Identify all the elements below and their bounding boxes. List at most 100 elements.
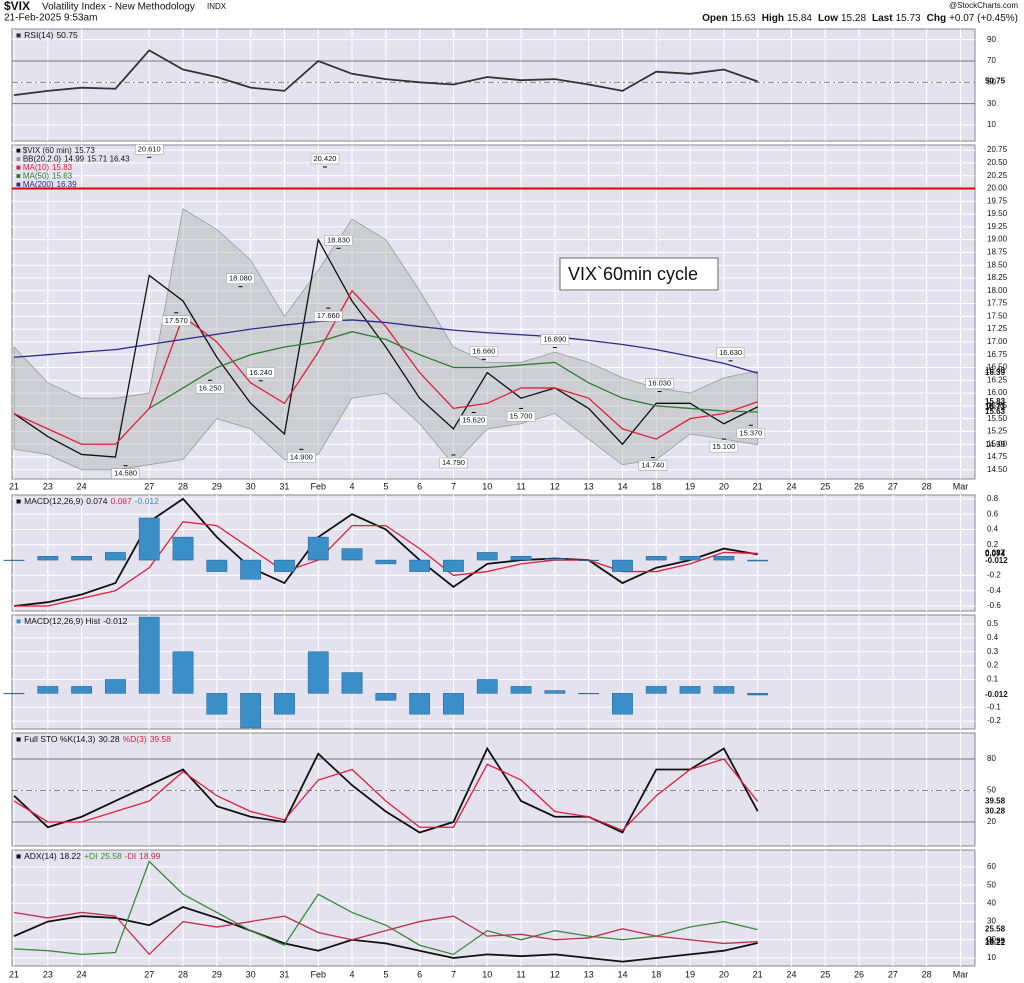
annotation-label: 16.630: [719, 348, 742, 357]
quote-label: High: [762, 13, 784, 24]
y-tick-label: 90: [987, 35, 996, 44]
histogram-bar: [747, 693, 769, 696]
last-value-tag: 39.58: [985, 797, 1006, 806]
annotation-bg: [226, 273, 255, 284]
legend-entry: ■ MA(200) 16.39: [16, 180, 77, 189]
annotation-bg: [287, 452, 316, 463]
legend-value: 25.58: [100, 851, 122, 861]
series-line: [13, 911, 758, 956]
legend-value: 30.28: [98, 734, 120, 744]
y-tick-label: 19.75: [987, 196, 1008, 205]
annotation-label: 16.890: [543, 335, 566, 344]
annotation-label: 20.420: [314, 154, 337, 163]
annotation-bg: [459, 415, 488, 426]
legend-name: MACD(12,26,9): [24, 496, 83, 506]
y-tick-label: 15.75: [987, 401, 1008, 410]
x-tick-label: 10: [482, 969, 492, 979]
y-tick-label: 20: [987, 935, 996, 944]
series-line: [13, 758, 759, 832]
series-line: [13, 319, 758, 374]
annotation-bg: [162, 315, 191, 327]
x-tick-label: 28: [922, 969, 932, 979]
last-value-tag: 16.43: [985, 366, 1006, 375]
x-tick-label: 28: [178, 969, 188, 979]
annotation-label: 17.660: [317, 311, 340, 320]
histogram-bar: [105, 679, 126, 694]
legend-name: MA(10): [23, 163, 50, 172]
histogram-bar: [3, 559, 25, 561]
y-tick-label: 0.1: [987, 675, 999, 684]
annotation-label: 17.570: [165, 316, 188, 325]
y-tick-label: 20.00: [987, 184, 1008, 193]
last-value-tag: 30.28: [985, 806, 1006, 815]
x-tick-label: 18: [651, 481, 661, 491]
annotation-label: 15.370: [739, 428, 762, 437]
x-tick-label: 25: [820, 481, 830, 491]
last-value-tag: 15.71: [985, 403, 1006, 412]
annotation-bg: [736, 428, 766, 439]
annotation-label: 16.240: [249, 368, 272, 377]
x-tick-label: 28: [178, 481, 188, 491]
y-tick-label: 17.25: [987, 324, 1008, 333]
annotation-label: 15.620: [462, 415, 485, 424]
y-tick-label: 17.00: [987, 337, 1008, 346]
exchange: INDX: [207, 2, 227, 11]
x-tick-label: 14: [617, 481, 627, 491]
legend-swatch: ■: [16, 30, 21, 40]
histogram-bar: [138, 517, 160, 561]
x-tick-label: 28: [922, 481, 932, 491]
panel-background: [11, 614, 976, 730]
histogram-bar: [375, 693, 397, 701]
histogram-bar: [274, 559, 295, 572]
x-tick-label: Mar: [953, 969, 969, 979]
x-tick-label: 14: [617, 969, 627, 979]
legend-name: %D(3): [123, 734, 147, 744]
annotation-label: 14.740: [641, 461, 664, 470]
date: 21-Feb-2025 9:53am: [4, 13, 97, 24]
y-tick-label: -0.6: [987, 601, 1001, 610]
quote-label: Open: [702, 13, 728, 24]
series-line: [13, 906, 758, 963]
histogram-bar: [206, 559, 228, 572]
x-tick-label: 18: [651, 969, 661, 979]
histogram-bar: [138, 616, 160, 694]
histogram-bar: [206, 693, 228, 715]
histogram-bar: [71, 556, 93, 561]
x-tick-label: 24: [77, 969, 87, 979]
y-tick-label: 20.50: [987, 158, 1008, 167]
y-tick-label: 18.75: [987, 248, 1008, 257]
legend-entry: ■ MACD(12,26,9) Hist -0.012: [16, 616, 128, 626]
histogram-bar: [510, 556, 532, 561]
legend-value: 16.43: [110, 155, 131, 164]
legend-name: $VIX (60 min): [23, 146, 72, 155]
y-tick-label: 30: [987, 917, 996, 926]
y-tick-label: 16.75: [987, 350, 1008, 359]
annotation-bg: [439, 457, 468, 469]
series-line: [13, 860, 758, 956]
x-tick-label: 24: [786, 481, 796, 491]
quote-value: 15.73: [896, 13, 921, 24]
y-tick-label: 15.25: [987, 427, 1008, 436]
legend-swatch: ■: [16, 155, 21, 164]
legend-value: 18.22: [60, 851, 82, 861]
x-tick-label: 27: [888, 481, 898, 491]
histogram-bar: [679, 556, 701, 561]
last-value-tag: 0.074: [985, 550, 1006, 559]
quote-value: 15.28: [841, 13, 866, 24]
legend-value: 15.73: [75, 146, 96, 155]
quote-value: 15.84: [787, 13, 812, 24]
annotation-bg: [506, 411, 536, 422]
x-tick-label: 7: [451, 481, 456, 491]
legend-value: 39.58: [150, 734, 172, 744]
legend-value: 50.75: [56, 30, 78, 40]
y-tick-label: 40: [987, 898, 996, 907]
x-tick-label: 21: [9, 481, 19, 491]
histogram-bar: [578, 693, 600, 695]
x-tick-label: 20: [719, 969, 729, 979]
annotation-label: 15.100: [712, 442, 735, 451]
series-line: [13, 289, 758, 445]
histogram-bar: [476, 679, 498, 694]
y-tick-label: 80: [987, 754, 996, 763]
x-tick-label: 5: [383, 969, 388, 979]
